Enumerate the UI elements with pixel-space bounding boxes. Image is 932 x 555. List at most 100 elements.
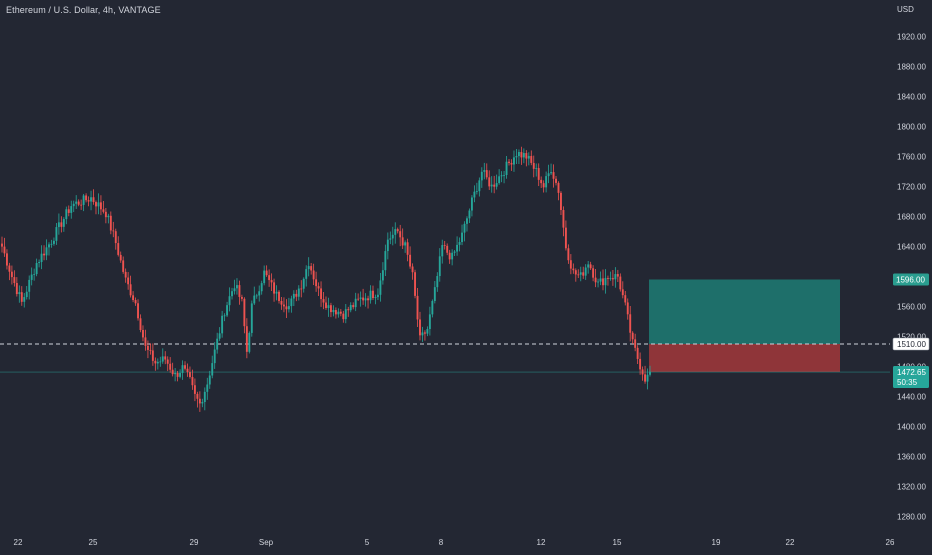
candle — [500, 171, 503, 183]
candle — [161, 348, 164, 364]
candle — [139, 314, 142, 333]
candle-body — [184, 365, 186, 369]
position-tool[interactable] — [649, 279, 840, 373]
candle — [639, 352, 642, 375]
candle-body — [317, 286, 320, 289]
candle-body — [159, 361, 162, 363]
candle — [470, 195, 473, 217]
candle — [582, 266, 585, 279]
candle — [599, 271, 602, 286]
candle-body — [139, 318, 142, 330]
candle — [592, 265, 595, 282]
candle — [295, 289, 298, 302]
candle-body — [43, 253, 45, 256]
candle — [505, 155, 508, 179]
candle — [579, 266, 582, 282]
candle — [428, 306, 431, 336]
candle-body — [75, 201, 78, 204]
last-price-text: 1472.65 — [897, 368, 926, 377]
candle — [305, 265, 308, 287]
candle-body — [621, 289, 624, 296]
candle — [374, 294, 377, 305]
candle — [485, 163, 488, 180]
candle-body — [171, 369, 174, 375]
candle — [285, 299, 288, 319]
candle-body — [485, 170, 488, 178]
candle — [122, 256, 125, 274]
time-tick-label: 8 — [439, 538, 444, 547]
candle-body — [169, 363, 172, 370]
candle-body — [649, 371, 651, 375]
candle-body — [636, 347, 639, 359]
candle-body — [292, 293, 295, 299]
candle-body — [342, 313, 345, 320]
candle — [478, 177, 481, 197]
candle — [535, 163, 538, 177]
candle-body — [562, 210, 565, 228]
candle-body — [295, 293, 298, 297]
candle — [33, 268, 36, 281]
candle-body — [97, 202, 100, 207]
candle — [626, 298, 629, 320]
candle — [45, 239, 48, 261]
candle — [179, 369, 182, 379]
candle-body — [109, 215, 112, 231]
candle-body — [611, 278, 614, 280]
candle — [354, 292, 357, 312]
candle — [124, 268, 127, 283]
candle — [114, 228, 117, 250]
time-tick-label: 5 — [365, 538, 370, 547]
candle — [189, 366, 191, 379]
time-tick-label: 22 — [786, 538, 795, 547]
candle — [545, 171, 548, 193]
candle — [498, 169, 501, 185]
candle — [394, 222, 397, 244]
candle — [280, 297, 283, 310]
candle-body — [372, 290, 374, 299]
candle-body — [3, 246, 6, 254]
candle — [602, 269, 604, 291]
candle — [448, 249, 451, 264]
candle-body — [616, 274, 619, 277]
candle-body — [85, 195, 88, 201]
candle-body — [65, 209, 68, 220]
candle — [624, 291, 627, 306]
candle — [201, 398, 204, 408]
candle-body — [475, 191, 478, 193]
candle — [193, 378, 196, 402]
candle — [329, 302, 332, 318]
candle-body — [362, 297, 365, 301]
candle — [584, 264, 587, 280]
candle-body — [443, 245, 446, 246]
candle — [423, 330, 426, 341]
candle-body — [493, 184, 496, 187]
candle — [1, 236, 3, 253]
candle-body — [461, 232, 463, 243]
candle-body — [20, 292, 23, 302]
price-tick-label: 1400.00 — [897, 423, 926, 432]
candle — [364, 293, 367, 307]
candle — [203, 387, 206, 411]
price-tick-label: 1720.00 — [897, 183, 926, 192]
candle-body — [260, 283, 263, 292]
candle — [134, 297, 137, 306]
candle — [597, 278, 600, 288]
candle-body — [602, 278, 604, 286]
price-tick-label: 1440.00 — [897, 393, 926, 402]
candle — [166, 356, 169, 372]
candle — [372, 285, 374, 301]
candle-body — [446, 245, 449, 253]
time-axis[interactable]: 22 25 29 Sep 5 8 12 15 19 22 26 — [14, 538, 895, 547]
candle — [362, 288, 365, 305]
candle — [443, 240, 446, 250]
candle-body — [52, 240, 55, 244]
candle — [144, 329, 147, 351]
candle — [55, 222, 58, 245]
candle — [468, 208, 471, 223]
candle-body — [334, 310, 337, 315]
candle — [325, 296, 327, 310]
candle — [263, 265, 266, 286]
candle-body — [248, 332, 251, 352]
